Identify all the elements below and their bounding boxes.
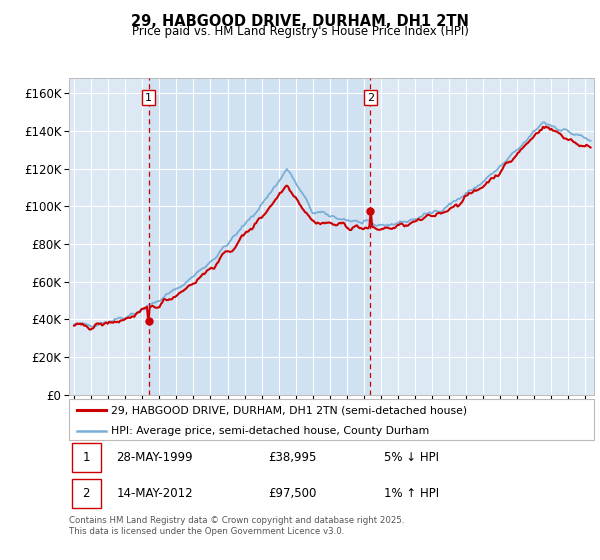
Text: Contains HM Land Registry data © Crown copyright and database right 2025.
This d: Contains HM Land Registry data © Crown c… [69, 516, 404, 536]
Text: 2: 2 [367, 92, 374, 102]
Text: £38,995: £38,995 [269, 451, 317, 464]
Text: 28-MAY-1999: 28-MAY-1999 [116, 451, 193, 464]
Text: 1% ↑ HPI: 1% ↑ HPI [384, 487, 439, 500]
Bar [71, 443, 101, 472]
Text: £97,500: £97,500 [269, 487, 317, 500]
Bar [71, 479, 101, 508]
Text: HPI: Average price, semi-detached house, County Durham: HPI: Average price, semi-detached house,… [111, 426, 429, 436]
Bar [149, 78, 370, 395]
Text: 5% ↓ HPI: 5% ↓ HPI [384, 451, 439, 464]
Text: Price paid vs. HM Land Registry's House Price Index (HPI): Price paid vs. HM Land Registry's House … [131, 25, 469, 38]
Text: 29, HABGOOD DRIVE, DURHAM, DH1 2TN (semi-detached house): 29, HABGOOD DRIVE, DURHAM, DH1 2TN (semi… [111, 405, 467, 415]
Text: 14-MAY-2012: 14-MAY-2012 [116, 487, 193, 500]
Text: 1: 1 [145, 92, 152, 102]
Text: 29, HABGOOD DRIVE, DURHAM, DH1 2TN: 29, HABGOOD DRIVE, DURHAM, DH1 2TN [131, 14, 469, 29]
Text: 1: 1 [83, 451, 90, 464]
Text: 2: 2 [83, 487, 90, 500]
